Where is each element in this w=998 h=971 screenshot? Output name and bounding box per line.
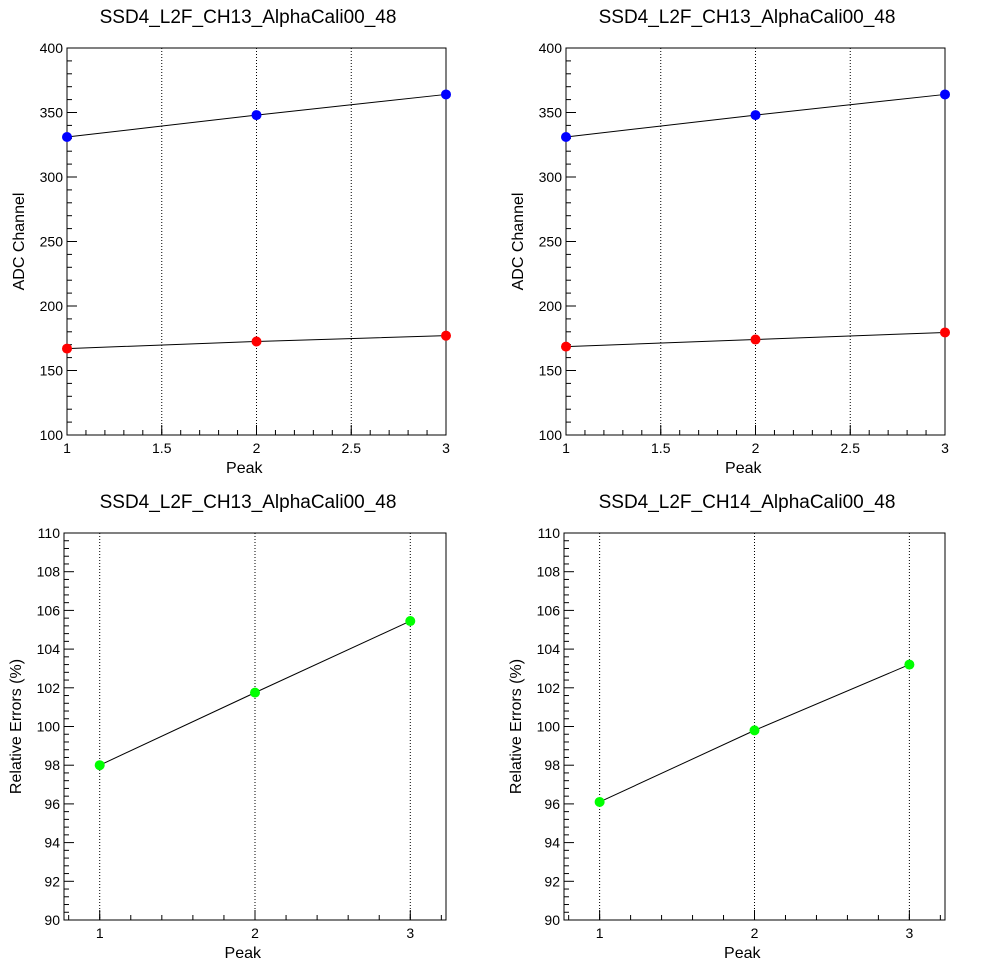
data-point	[441, 330, 451, 341]
y-tick-label: 94	[44, 835, 60, 851]
x-tick-label: 1.5	[651, 440, 671, 456]
y-tick-label: 350	[539, 105, 563, 121]
x-tick-label: 1	[96, 925, 104, 941]
y-tick-label: 104	[37, 641, 61, 657]
x-tick-label: 3	[941, 440, 949, 456]
chart-title: SSD4_L2F_CH14_AlphaCali00_48	[599, 492, 896, 513]
x-axis-label: Peak	[724, 945, 761, 962]
y-tick-label: 106	[37, 602, 61, 618]
y-tick-label: 200	[40, 298, 64, 314]
x-tick-label: 2	[251, 925, 259, 941]
data-point	[405, 616, 416, 627]
x-axis-label: Peak	[225, 945, 262, 962]
x-tick-label: 1	[63, 440, 71, 456]
x-axis-label: Peak	[226, 460, 263, 477]
data-point	[441, 89, 451, 100]
x-tick-label: 2	[253, 440, 261, 456]
x-axis-label: Peak	[725, 460, 762, 477]
x-tick-label: 2	[752, 440, 760, 456]
x-tick-label: 3	[406, 925, 414, 941]
data-point	[750, 334, 761, 345]
chart-title: SSD4_L2F_CH13_AlphaCali00_48	[599, 7, 896, 28]
x-tick-label: 1	[596, 925, 604, 941]
data-point	[94, 760, 105, 771]
y-tick-label: 108	[37, 564, 61, 580]
x-tick-label: 1.5	[152, 440, 172, 456]
data-point	[561, 341, 571, 352]
y-tick-label: 104	[537, 641, 561, 657]
y-tick-label: 94	[544, 835, 560, 851]
y-tick-label: 300	[539, 169, 563, 185]
y-tick-label: 100	[539, 427, 563, 443]
y-tick-label: 98	[544, 757, 560, 773]
plot-frame	[565, 47, 946, 436]
y-tick-label: 102	[37, 680, 61, 696]
chart-panel-4: SSD4_L2F_CH14_AlphaCali00_48 90 92 94 96 98 10…	[508, 492, 946, 962]
data-point	[251, 110, 262, 121]
y-tick-label: 150	[40, 363, 64, 379]
y-tick-label: 350	[40, 105, 64, 121]
y-tick-label: 92	[544, 873, 560, 889]
x-tick-label: 1	[562, 440, 570, 456]
y-tick-label: 250	[539, 234, 563, 250]
x-tick-label: 2	[751, 925, 759, 941]
y-tick-label: 150	[539, 363, 563, 379]
data-point	[594, 796, 605, 807]
y-axis-label: ADC Channel	[11, 193, 28, 291]
y-tick-label: 400	[539, 40, 563, 56]
plot-frame	[63, 532, 447, 921]
chart-title: SSD4_L2F_CH13_AlphaCali00_48	[100, 7, 397, 28]
y-tick-label: 250	[40, 234, 64, 250]
y-tick-label: 400	[40, 40, 64, 56]
y-tick-label: 90	[44, 912, 60, 928]
data-point	[62, 132, 72, 143]
y-tick-label: 98	[44, 757, 60, 773]
y-tick-label: 100	[37, 719, 61, 735]
data-point	[561, 132, 571, 143]
x-tick-label: 2.5	[841, 440, 861, 456]
y-tick-label: 96	[44, 796, 60, 812]
chart-panel-3: SSD4_L2F_CH13_AlphaCali00_48 90 92 94 96 98 10…	[8, 492, 447, 962]
y-tick-label: 108	[537, 564, 561, 580]
y-axis-label: Relative Errors (%)	[8, 659, 25, 794]
data-point	[251, 336, 262, 347]
y-axis-label: Relative Errors (%)	[508, 659, 525, 794]
data-point	[750, 110, 761, 121]
y-axis-label: ADC Channel	[510, 193, 527, 291]
chart-panel-1: SSD4_L2F_CH13_AlphaCali00_48 100 150 200 250…	[11, 7, 451, 477]
x-tick-label: 3	[442, 440, 450, 456]
y-tick-label: 100	[40, 427, 64, 443]
x-tick-label: 2.5	[342, 440, 362, 456]
y-tick-label: 106	[537, 602, 561, 618]
y-tick-label: 110	[538, 525, 561, 541]
y-tick-label: 96	[544, 796, 560, 812]
y-tick-label: 92	[44, 873, 60, 889]
chart-title: SSD4_L2F_CH13_AlphaCali00_48	[100, 492, 397, 513]
y-tick-label: 200	[539, 298, 563, 314]
data-point	[940, 89, 950, 100]
x-tick-label: 3	[905, 925, 913, 941]
y-tick-label: 300	[40, 169, 64, 185]
y-tick-label: 90	[544, 912, 560, 928]
data-point	[904, 659, 915, 670]
data-point	[749, 725, 760, 736]
data-point	[940, 327, 950, 338]
plot-frame	[66, 47, 447, 436]
chart-panel-2: SSD4_L2F_CH13_AlphaCali00_48 100 150 200 250…	[510, 7, 950, 477]
y-tick-label: 100	[537, 719, 561, 735]
y-tick-label: 110	[38, 525, 61, 541]
y-tick-label: 102	[537, 680, 561, 696]
data-point	[62, 343, 72, 354]
data-point	[250, 687, 260, 698]
